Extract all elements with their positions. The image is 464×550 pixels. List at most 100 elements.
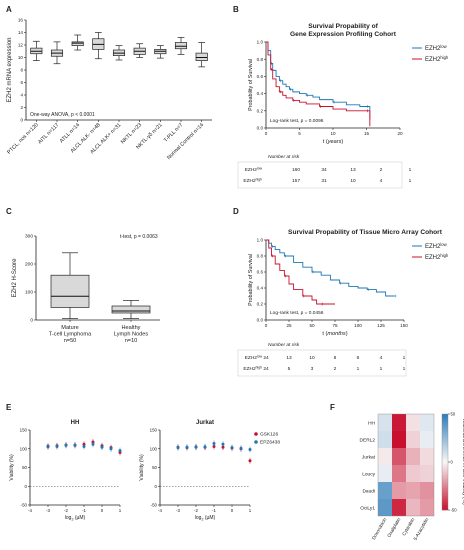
row-label: Daudi [362, 488, 375, 494]
legend-marker [254, 432, 258, 436]
risk-table-value: 160 [292, 167, 300, 173]
box [71, 41, 84, 46]
data-point-epz6438 [100, 445, 104, 449]
column-label: Cytarabin [401, 517, 415, 537]
risk-table-value: 1 [403, 366, 406, 372]
annotation: t-test, p = 0.0063 [120, 234, 158, 240]
risk-table-title: Number at risk [268, 342, 300, 348]
risk-table-value: 2 [334, 366, 337, 372]
data-point-epz6438 [46, 445, 50, 449]
colorbar-segment [442, 433, 448, 436]
y-tick-label: 10 [18, 55, 24, 60]
x-tick-label: -4 [28, 508, 32, 513]
data-point-epz6438 [185, 445, 189, 449]
y-tick-label: 100 [150, 446, 158, 451]
data-point-epz6438 [212, 442, 216, 445]
panel-e-hh-plot: HH -50 0 50 100 150 -4 -3 -2 -1 0 1 Viability (%) log… [9, 420, 122, 522]
x-tick-label: AITL n=117 [37, 122, 60, 145]
y-tick-label: 0.6 [257, 270, 264, 275]
plot-title: Jurkat [196, 420, 214, 426]
colorbar-segment [442, 457, 448, 460]
colorbar-segment [442, 459, 448, 463]
data-point-epz6438 [203, 445, 207, 449]
data-point-epz6438 [221, 442, 225, 446]
x-tick-label: 50 [309, 323, 315, 328]
heatmap-cell [406, 482, 420, 499]
panel-c-box-plot: 0 100 200 300 EZH2 H-Score t-test, p = 0.0063… [12, 234, 160, 344]
risk-table-value: 34 [321, 167, 327, 173]
risk-table-group: EZH2high [243, 177, 262, 184]
panel-letter-e: E [6, 403, 12, 412]
heatmap-cell [420, 414, 434, 431]
legend-label: EZH2high [425, 55, 449, 63]
x-tick-label: 10 [330, 131, 336, 136]
x-axis-title: t (months) [322, 331, 347, 337]
risk-table-value: 13 [286, 355, 292, 361]
x-axis-title: log2 (µM) [195, 515, 216, 522]
x-tick-label: -2 [64, 508, 68, 513]
colorbar-segment [442, 488, 448, 492]
y-tick-label: 0.2 [257, 302, 264, 307]
colorbar-segment [442, 430, 448, 434]
y-tick-label: 6 [20, 80, 23, 85]
legend-label: EZH2high [425, 253, 449, 261]
heatmap-cell [378, 431, 392, 448]
colorbar-segment [442, 495, 448, 499]
risk-table-value: 5 [288, 366, 291, 372]
risk-table-group: EZH2high [243, 365, 262, 372]
panel-d-survival-plot: Survival Propability of Tissue Micro Arr… [237, 229, 449, 377]
x-tick-label: 100 [354, 323, 362, 328]
column-label: Oxaliplatin [386, 517, 401, 538]
y-tick-label: 0.2 [257, 108, 264, 113]
data-point-epz6438 [82, 445, 86, 448]
panel-letter-f: F [330, 403, 335, 412]
column-label: 5-Azacytidin [413, 517, 430, 542]
x-tick-label: 25 [286, 323, 292, 328]
annotation: One-way ANOVA, p < 0.0001 [30, 112, 95, 118]
x-tick-label: 75 [332, 323, 338, 328]
x-axis-title: log2 (µM) [65, 515, 86, 522]
legend-label: EPZ6438 [260, 440, 280, 446]
colorbar-segment [442, 505, 448, 508]
y-tick-label: 50 [152, 465, 157, 470]
colorbar-segment [442, 435, 448, 439]
y-tick-label: 0.4 [257, 91, 264, 96]
x-tick-label: 20 [397, 131, 403, 136]
x-tick-label: n=50 [64, 338, 77, 344]
risk-table-value: 4 [380, 178, 383, 184]
x-tick-label: 1 [249, 508, 252, 513]
x-tick-label: T-cell Lymphoma [49, 332, 92, 338]
risk-table-value: 2 [380, 167, 383, 173]
colorbar-segment [442, 500, 448, 504]
annotation: Log-rank test, p = 0.0456 [270, 310, 324, 316]
data-point-epz6438 [91, 442, 95, 446]
colorbar-segment [442, 447, 448, 451]
y-axis-title: Viability (%) [139, 454, 145, 481]
risk-table-group: EZH2low [245, 354, 263, 361]
heatmap-cell [392, 465, 406, 482]
data-point-epz6438 [230, 446, 234, 450]
y-tick-label: 12 [18, 43, 24, 48]
data-point-epz6438 [176, 446, 180, 450]
x-tick-label: Lymph Nodes [114, 332, 149, 338]
box [195, 52, 208, 61]
x-tick-label: 0 [265, 131, 268, 136]
row-label: DERL2 [360, 437, 376, 443]
colorbar-segment [442, 490, 448, 494]
y-tick-label: -50 [151, 503, 158, 508]
heatmap-cell [420, 465, 434, 482]
colorbar-segment [442, 466, 448, 470]
y-tick-label: 8 [20, 68, 23, 73]
colorbar-segment [442, 469, 448, 472]
heatmap-cell [420, 499, 434, 516]
heatmap-cell [378, 465, 392, 482]
y-axis-title: Probability of Survival [248, 254, 254, 306]
panel-letter-a: A [6, 5, 12, 14]
column-label: Doxorubicin [371, 517, 388, 541]
y-tick-label: 0.8 [257, 254, 264, 259]
colorbar-segment [442, 440, 448, 444]
row-label: Loucy [362, 471, 375, 477]
risk-table-value: 13 [350, 167, 356, 173]
y-tick-label: 0 [20, 118, 23, 123]
heatmap-frame [377, 413, 435, 517]
